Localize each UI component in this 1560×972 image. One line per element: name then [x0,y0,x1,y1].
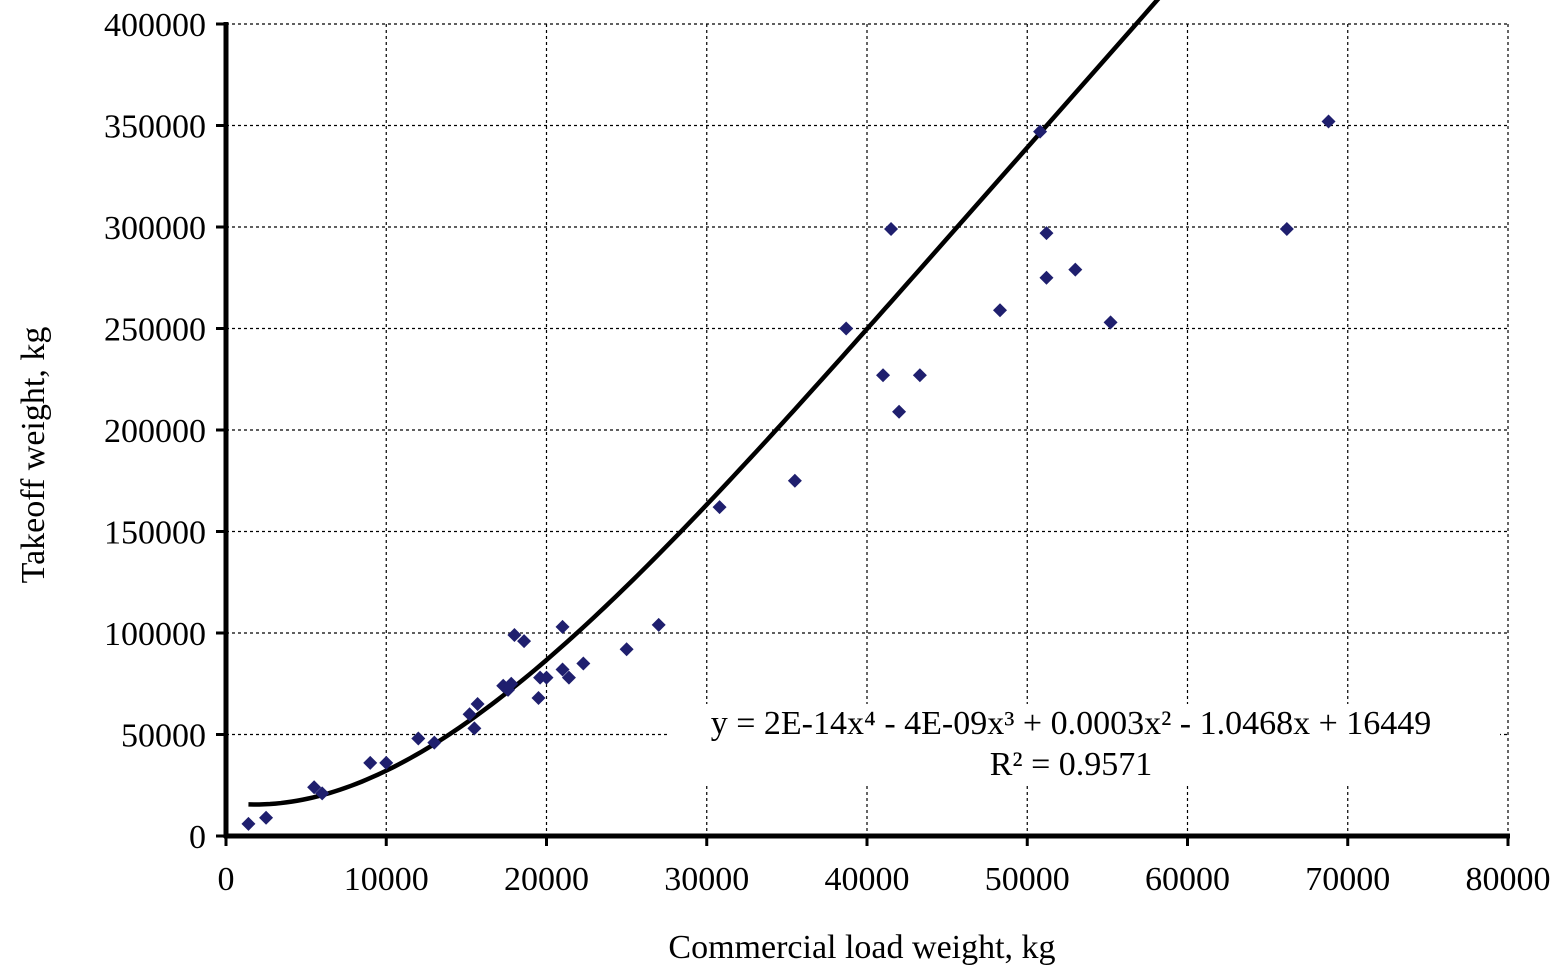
y-tick-label: 100000 [104,616,206,653]
x-tick-label: 50000 [985,861,1070,898]
data-point [539,670,554,685]
data-point [619,642,634,657]
x-tick-label: 10000 [344,861,429,898]
x-axis-title: Commercial load weight, kg [668,929,1055,966]
data-point [884,222,899,237]
data-point [1279,222,1294,237]
axes [216,22,1510,846]
data-point [993,303,1008,318]
y-tick-label: 400000 [104,7,206,44]
data-point [1321,114,1336,129]
y-tick-label: 150000 [104,515,206,552]
data-point [876,368,891,383]
data-point [555,662,570,677]
data-point [1039,226,1054,241]
data-point [241,816,256,831]
data-point [1039,270,1054,285]
data-point [912,368,927,383]
y-tick-labels: 0 50000 100000 150000 200000 250000 300000 3500… [104,7,206,856]
data-point [1103,315,1118,330]
data-point [315,786,330,801]
equation-background [668,704,1500,786]
data-point [787,473,802,488]
y-tick-label: 350000 [104,109,206,146]
data-point [555,619,570,634]
data-point [504,676,519,691]
data-point [379,755,394,770]
x-tick-label: 40000 [825,861,910,898]
y-tick-label: 250000 [104,312,206,349]
data-point [462,707,477,722]
data-point [363,755,378,770]
data-point [507,628,522,643]
y-tick-label: 200000 [104,413,206,450]
y-axis-title: Takeoff weight, kg [15,327,52,584]
x-tick-label: 0 [218,861,235,898]
data-point [531,690,546,705]
data-point [1033,124,1048,139]
data-point [427,735,442,750]
y-tick-label: 0 [189,819,206,856]
data-point [470,697,485,712]
y-tick-label: 300000 [104,210,206,247]
x-tick-label: 20000 [504,861,589,898]
r-squared-label: R² = 0.9571 [990,746,1153,783]
data-point [561,670,576,685]
data-points [241,114,1336,831]
x-tick-label: 30000 [664,861,749,898]
data-point [651,617,666,632]
data-point [411,731,426,746]
y-tick-label: 50000 [121,718,206,755]
data-point [517,634,532,649]
data-point [1068,262,1083,277]
x-tick-label: 80000 [1466,861,1551,898]
data-point [467,721,482,736]
data-point [839,321,854,336]
data-point [576,656,591,671]
x-tick-labels: 0 10000 20000 30000 40000 50000 60000 70000 8000… [218,861,1551,898]
data-point [307,780,322,795]
data-point [892,404,907,419]
trendline-equation: y = 2E-14x⁴ - 4E-09x³ + 0.0003x² - 1.046… [711,705,1432,742]
x-tick-label: 60000 [1145,861,1230,898]
data-point [259,810,274,825]
x-tick-label: 70000 [1305,861,1390,898]
trend-line [248,0,1161,807]
data-point [712,500,727,515]
